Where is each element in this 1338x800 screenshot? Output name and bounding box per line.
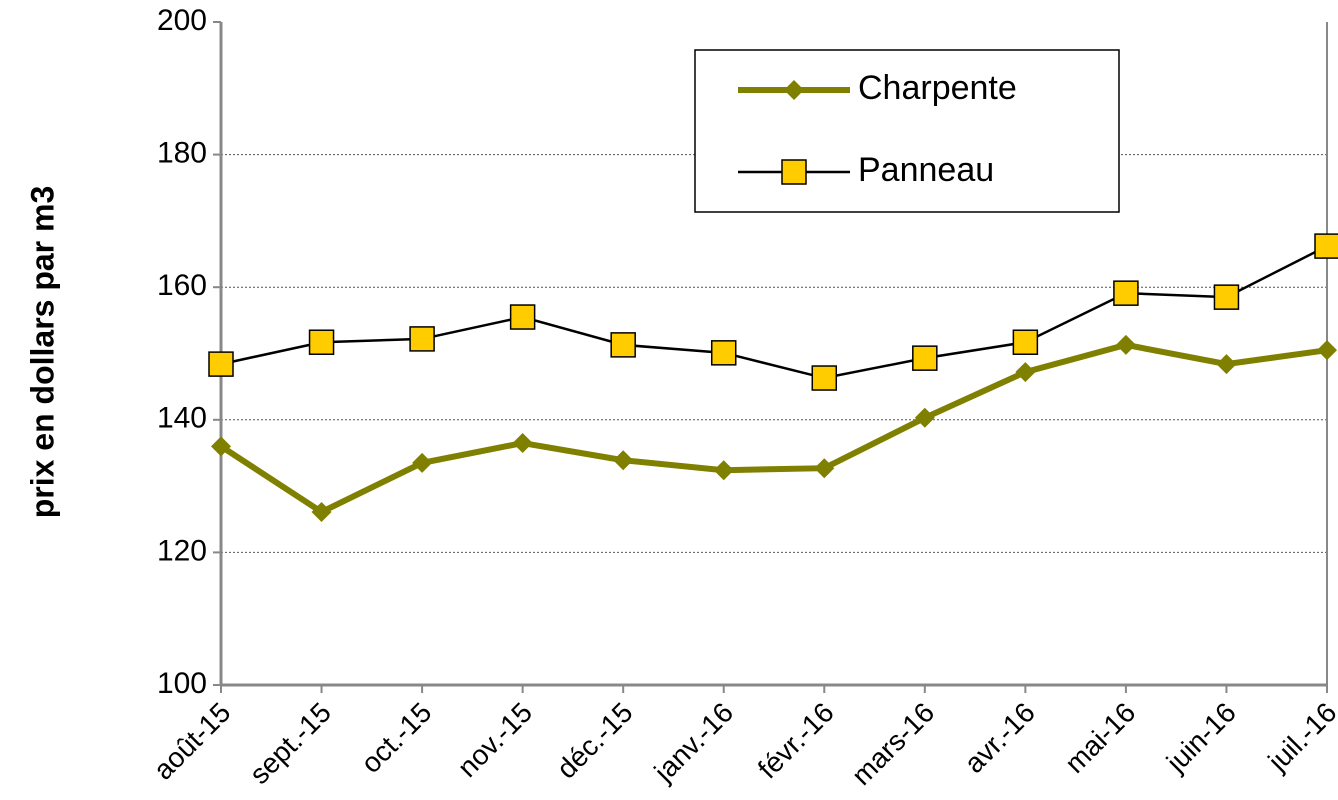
y-tick-label: 180 xyxy=(157,137,207,170)
legend-marker xyxy=(781,159,807,185)
data-point xyxy=(814,458,835,479)
x-tick-label: août-15 xyxy=(147,697,236,786)
data-point xyxy=(208,351,234,377)
x-tick-label: sept.-15 xyxy=(244,697,337,790)
x-tick-label: janv.-16 xyxy=(648,697,740,789)
legend-box xyxy=(694,49,1120,213)
data-point xyxy=(811,365,838,391)
data-point xyxy=(1015,362,1036,383)
data-point xyxy=(1317,340,1337,361)
y-tick-label: 120 xyxy=(157,534,207,567)
data-point xyxy=(1314,233,1338,259)
series-line xyxy=(220,244,1328,380)
legend-marker xyxy=(784,80,804,100)
data-point xyxy=(710,340,737,366)
legend-label: Panneau xyxy=(858,151,994,189)
data-point xyxy=(311,501,332,522)
data-point xyxy=(912,345,938,371)
data-point xyxy=(1213,284,1240,310)
x-tick-label: oct.-15 xyxy=(355,697,437,779)
series-line xyxy=(219,341,1328,516)
y-tick-label: 200 xyxy=(157,4,207,37)
x-tick-label: juin-16 xyxy=(1160,697,1242,779)
x-tick-label: févr.-16 xyxy=(752,697,840,785)
x-tick-label: avr.-16 xyxy=(958,697,1040,779)
x-tick-label: mars-16 xyxy=(846,697,941,792)
legend: Charpente Panneau xyxy=(694,49,1120,213)
data-point xyxy=(308,329,335,355)
data-point xyxy=(409,326,435,352)
x-tick-label: nov.-15 xyxy=(452,697,538,783)
legend-label: Charpente xyxy=(858,69,1017,107)
data-point xyxy=(610,332,636,358)
data-point xyxy=(713,460,734,481)
data-point xyxy=(509,304,536,330)
data-point xyxy=(412,452,433,473)
data-point xyxy=(1012,329,1039,355)
data-point xyxy=(613,450,634,471)
x-tick-label: juil.-16 xyxy=(1262,697,1338,778)
data-point xyxy=(1113,280,1139,306)
data-point xyxy=(512,433,533,454)
data-point xyxy=(1115,334,1136,355)
y-axis-label: prix en dollars par m3 xyxy=(24,186,60,519)
data-point xyxy=(914,407,935,428)
data-point xyxy=(211,436,231,457)
y-tick-label: 140 xyxy=(157,402,207,435)
x-tick-label: déc.-15 xyxy=(551,697,639,785)
x-tick-label: mai-16 xyxy=(1059,697,1141,779)
y-tick-label: 160 xyxy=(157,269,207,302)
data-point xyxy=(1216,354,1237,375)
y-tick-label: 100 xyxy=(157,667,207,700)
